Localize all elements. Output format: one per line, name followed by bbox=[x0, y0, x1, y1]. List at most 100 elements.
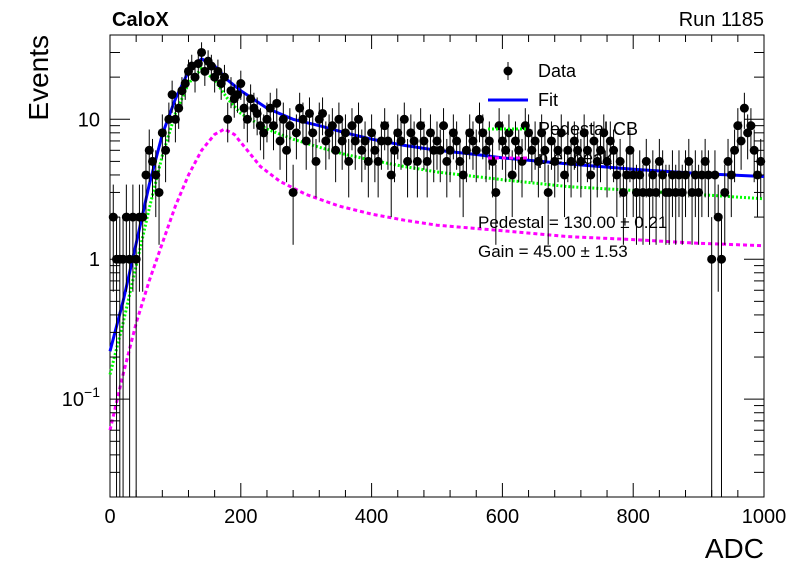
data-point bbox=[746, 121, 756, 131]
data-point bbox=[259, 128, 269, 138]
data-point bbox=[396, 136, 406, 146]
data-point bbox=[128, 212, 138, 222]
data-point bbox=[350, 136, 360, 146]
data-point bbox=[677, 187, 687, 197]
data-point bbox=[344, 156, 354, 166]
data-point bbox=[269, 121, 278, 131]
data-point bbox=[144, 145, 154, 155]
y-tick-label: 10−1 bbox=[62, 384, 100, 411]
data-point bbox=[507, 170, 517, 180]
data-point bbox=[233, 90, 243, 100]
fit-curve bbox=[108, 57, 765, 352]
legend-label: Fit bbox=[538, 90, 558, 110]
data-point bbox=[713, 212, 723, 222]
data-point bbox=[520, 121, 530, 131]
legend: Data Fit Pedestal CB p.e. peak bbox=[488, 61, 638, 168]
data-point bbox=[720, 187, 730, 197]
data-point bbox=[651, 187, 661, 197]
data-point bbox=[527, 145, 537, 155]
data-point bbox=[664, 187, 674, 197]
data-point bbox=[295, 103, 305, 113]
axes-layer: 0 200 400 600 800 1000 10−1 1 10 bbox=[62, 34, 786, 528]
data-point bbox=[654, 156, 664, 166]
data-point bbox=[363, 156, 373, 166]
data-point bbox=[475, 114, 485, 124]
data-point bbox=[167, 90, 177, 100]
data-point bbox=[236, 79, 246, 89]
pe-peak-curve bbox=[108, 127, 765, 431]
data-point bbox=[327, 121, 337, 131]
data-point bbox=[703, 170, 713, 180]
data-point bbox=[389, 145, 399, 155]
data-point bbox=[282, 145, 292, 155]
data-point bbox=[514, 145, 524, 155]
data-point bbox=[416, 121, 426, 131]
data-point bbox=[589, 136, 599, 146]
data-point bbox=[596, 145, 605, 155]
data-point bbox=[399, 114, 409, 124]
legend-data-marker bbox=[503, 66, 513, 76]
data-point bbox=[403, 156, 413, 166]
data-point bbox=[213, 66, 223, 76]
data-point bbox=[131, 254, 141, 264]
data-point bbox=[501, 145, 511, 155]
data-point bbox=[161, 145, 171, 155]
data-point bbox=[278, 114, 288, 124]
data-point bbox=[546, 136, 556, 146]
data-point bbox=[667, 170, 677, 180]
data-point bbox=[219, 72, 229, 82]
data-point bbox=[157, 128, 167, 138]
data-point bbox=[370, 145, 380, 155]
data-point bbox=[318, 108, 328, 118]
x-tick-label: 600 bbox=[486, 506, 519, 528]
data-point bbox=[357, 145, 367, 155]
data-point bbox=[615, 156, 625, 166]
data-point bbox=[468, 136, 478, 146]
data-point bbox=[697, 170, 707, 180]
data-point bbox=[435, 145, 445, 155]
data-point bbox=[605, 136, 615, 146]
data-point bbox=[540, 145, 550, 155]
data-point bbox=[272, 98, 282, 108]
x-tick-label: 400 bbox=[355, 506, 388, 528]
data-point bbox=[504, 128, 514, 138]
x-tick-label: 200 bbox=[224, 506, 257, 528]
data-point bbox=[321, 136, 331, 146]
data-point bbox=[579, 128, 589, 138]
legend-label: Data bbox=[538, 61, 577, 81]
data-point bbox=[262, 114, 272, 124]
data-point bbox=[177, 86, 187, 96]
data-point bbox=[628, 170, 638, 180]
data-point bbox=[291, 128, 301, 138]
data-point bbox=[452, 136, 462, 146]
data-point bbox=[618, 187, 628, 197]
data-point bbox=[442, 156, 452, 166]
data-point bbox=[625, 145, 635, 155]
data-point bbox=[246, 94, 256, 104]
data-point bbox=[556, 128, 566, 138]
data-point bbox=[743, 128, 753, 138]
data-point bbox=[569, 136, 579, 146]
data-point bbox=[170, 114, 180, 124]
data-point bbox=[288, 187, 298, 197]
data-point bbox=[419, 136, 429, 146]
data-point bbox=[550, 156, 560, 166]
data-point bbox=[190, 72, 200, 82]
data-point bbox=[334, 114, 344, 124]
data-point bbox=[174, 103, 184, 113]
data-point bbox=[448, 128, 458, 138]
data-point bbox=[367, 128, 377, 138]
data-point bbox=[599, 128, 609, 138]
data-point bbox=[592, 156, 602, 166]
data-point bbox=[641, 156, 651, 166]
data-point bbox=[409, 136, 419, 146]
data-point bbox=[723, 156, 733, 166]
data-point bbox=[530, 136, 540, 146]
data-point bbox=[635, 170, 645, 180]
data-point bbox=[510, 136, 520, 146]
data-point bbox=[360, 136, 370, 146]
data-point bbox=[425, 128, 435, 138]
data-point bbox=[710, 170, 720, 180]
data-point bbox=[406, 128, 416, 138]
